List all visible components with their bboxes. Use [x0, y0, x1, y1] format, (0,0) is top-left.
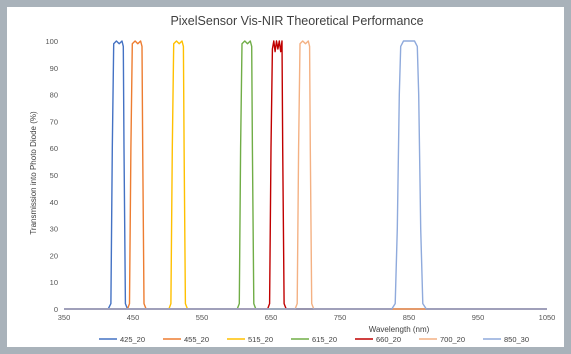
series-line-455_20	[64, 40, 547, 310]
legend-label: 615_20	[312, 335, 337, 344]
legend-label: 515_20	[248, 335, 273, 344]
x-tick-label: 1050	[539, 313, 556, 322]
chart: PixelSensor Vis-NIR Theoretical Performa…	[29, 14, 555, 344]
chart-panel: PixelSensor Vis-NIR Theoretical Performa…	[7, 7, 564, 347]
legend: 425_20 455_20 515_20 615_20 660_20 700_20 850_…	[99, 335, 529, 344]
y-tick-label: 70	[50, 117, 58, 126]
y-tick-label: 40	[50, 198, 58, 207]
series-line-700_20	[64, 40, 547, 310]
y-tick-label: 80	[50, 91, 58, 100]
legend-label: 455_20	[184, 335, 209, 344]
y-tick-labels: 0 10 20 30 40 50 60 70 80 90 100	[45, 37, 58, 314]
plot-area: 350 450 550 650 750 850 950 1050 0 10 20 30 40 50 60 7…	[45, 37, 555, 322]
series-line-425_20	[64, 40, 547, 310]
y-tick-label: 90	[50, 64, 58, 73]
x-tick-labels: 350 450 550 650 750 850 950 1050	[58, 313, 556, 322]
y-tick-label: 50	[50, 171, 58, 180]
series-line-615_20	[64, 40, 547, 310]
chart-title: PixelSensor Vis-NIR Theoretical Performa…	[170, 14, 423, 28]
legend-label: 660_20	[376, 335, 401, 344]
y-tick-label: 20	[50, 251, 58, 260]
series-line-850_30	[64, 40, 547, 310]
legend-label: 850_30	[504, 335, 529, 344]
x-tick-label: 750	[334, 313, 347, 322]
y-tick-label: 10	[50, 278, 58, 287]
y-axis-label: Transmission into Photo Diode (%)	[29, 111, 38, 235]
y-tick-label: 60	[50, 144, 58, 153]
x-tick-label: 550	[196, 313, 209, 322]
y-tick-label: 30	[50, 225, 58, 234]
y-tick-label: 100	[45, 37, 58, 46]
series-line-660_20	[64, 40, 547, 310]
legend-label: 425_20	[120, 335, 145, 344]
series-lines	[64, 40, 547, 310]
series-line-515_20	[64, 40, 547, 310]
x-tick-label: 450	[127, 313, 140, 322]
x-tick-label: 850	[403, 313, 416, 322]
x-tick-label: 950	[472, 313, 485, 322]
y-tick-label: 0	[54, 305, 58, 314]
x-tick-label: 650	[265, 313, 278, 322]
x-axis-label: Wavelength (nm)	[369, 325, 430, 334]
legend-label: 700_20	[440, 335, 465, 344]
x-tick-label: 350	[58, 313, 71, 322]
